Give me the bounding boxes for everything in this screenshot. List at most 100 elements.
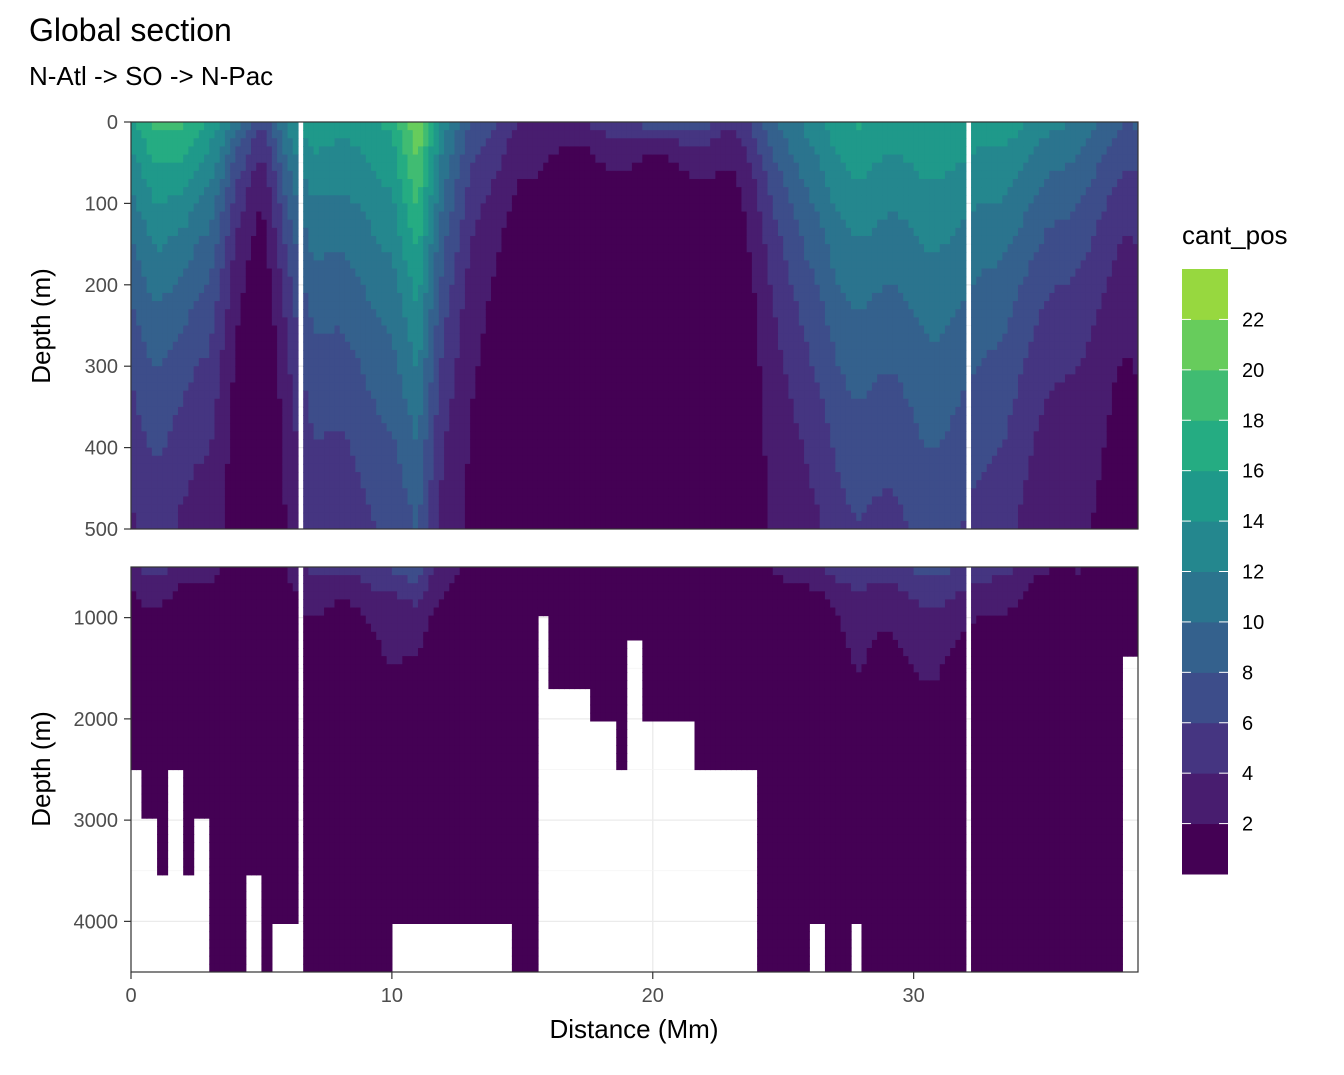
field-cell: [240, 512, 247, 522]
field-cell: [532, 325, 539, 335]
field-cell: [204, 146, 210, 156]
field-cell: [183, 227, 189, 237]
field-cell: [532, 301, 539, 310]
field-cell: [527, 235, 534, 245]
field-cell: [449, 195, 456, 204]
field-cell: [402, 520, 409, 529]
field-cell: [277, 260, 283, 270]
field-cell: [167, 325, 174, 335]
field-cell: [397, 374, 403, 384]
field-cell: [151, 244, 158, 253]
field-cell: [637, 130, 643, 139]
field-cell: [214, 415, 221, 424]
field-cell: [454, 504, 461, 514]
field-cell: [209, 309, 216, 318]
field-cell: [209, 187, 216, 196]
field-cell: [381, 325, 388, 335]
field-cell: [626, 138, 633, 148]
field-cell: [183, 138, 189, 148]
field-cell: [532, 496, 539, 506]
field-cell: [449, 358, 456, 367]
field-cell: [371, 325, 377, 335]
field-cell: [407, 488, 414, 498]
field-cell: [198, 244, 205, 253]
field-cell: [527, 146, 534, 156]
field-cell: [548, 382, 555, 392]
field-cell: [428, 292, 435, 302]
field-cell: [204, 325, 210, 335]
field-cell: [240, 268, 247, 278]
field-cell: [611, 349, 617, 359]
field-cell: [157, 431, 163, 441]
field-cell: [172, 170, 179, 180]
field-cell: [131, 341, 137, 351]
field-cell: [251, 520, 257, 529]
field-cell: [339, 284, 346, 294]
field-cell: [251, 463, 257, 473]
field-cell: [417, 423, 424, 432]
field-cell: [548, 122, 555, 131]
field-cell: [574, 423, 581, 432]
field-cell: [397, 463, 403, 473]
field-cell: [511, 178, 518, 188]
field-cell: [480, 447, 487, 457]
field-cell: [444, 301, 450, 310]
field-cell: [214, 325, 221, 335]
field-cell: [475, 146, 482, 156]
field-cell: [329, 260, 336, 270]
field-cell: [214, 268, 221, 278]
field-cell: [506, 341, 513, 351]
field-cell: [282, 317, 289, 327]
field-cell: [511, 504, 518, 514]
field-cell: [188, 455, 195, 465]
field-cell: [266, 292, 273, 302]
field-cell: [548, 276, 555, 286]
field-cell: [558, 187, 565, 196]
field-cell: [595, 512, 602, 522]
field-cell: [647, 178, 654, 188]
field-cell: [496, 252, 503, 261]
field-cell: [271, 463, 278, 473]
field-cell: [464, 406, 471, 416]
field-cell: [172, 439, 179, 449]
field-cell: [151, 154, 158, 164]
field-cell: [209, 374, 216, 384]
field-cell: [511, 227, 518, 237]
field-cell: [251, 146, 257, 156]
field-cell: [433, 276, 440, 286]
field-cell: [480, 317, 487, 327]
field-cell: [590, 398, 596, 408]
field-cell: [428, 439, 435, 449]
field-cell: [391, 431, 398, 441]
field-cell: [558, 390, 565, 400]
field-cell: [339, 398, 346, 408]
field-cell: [569, 488, 576, 498]
field-cell: [271, 341, 278, 351]
field-cell: [282, 268, 289, 278]
field-cell: [652, 211, 659, 221]
field-cell: [464, 122, 471, 131]
field-cell: [517, 415, 523, 424]
field-cell: [527, 260, 534, 270]
field-cell: [449, 122, 456, 131]
field-cell: [574, 252, 581, 261]
field-cell: [543, 162, 550, 172]
field-cell: [449, 203, 456, 213]
field-cell: [423, 317, 430, 327]
field-cell: [329, 496, 336, 506]
field-cell: [235, 488, 242, 498]
field-cell: [324, 358, 330, 367]
field-cell: [282, 138, 289, 148]
field-cell: [277, 138, 283, 148]
field-cell: [444, 146, 450, 156]
field-cell: [491, 463, 497, 473]
field-cell: [344, 488, 351, 498]
field-cell: [605, 349, 612, 359]
field-cell: [454, 178, 461, 188]
field-cell: [151, 317, 158, 327]
field-cell: [141, 122, 148, 131]
field-cell: [574, 504, 581, 514]
field-cell: [412, 219, 419, 229]
field-cell: [600, 366, 607, 375]
field-cell: [308, 415, 315, 424]
